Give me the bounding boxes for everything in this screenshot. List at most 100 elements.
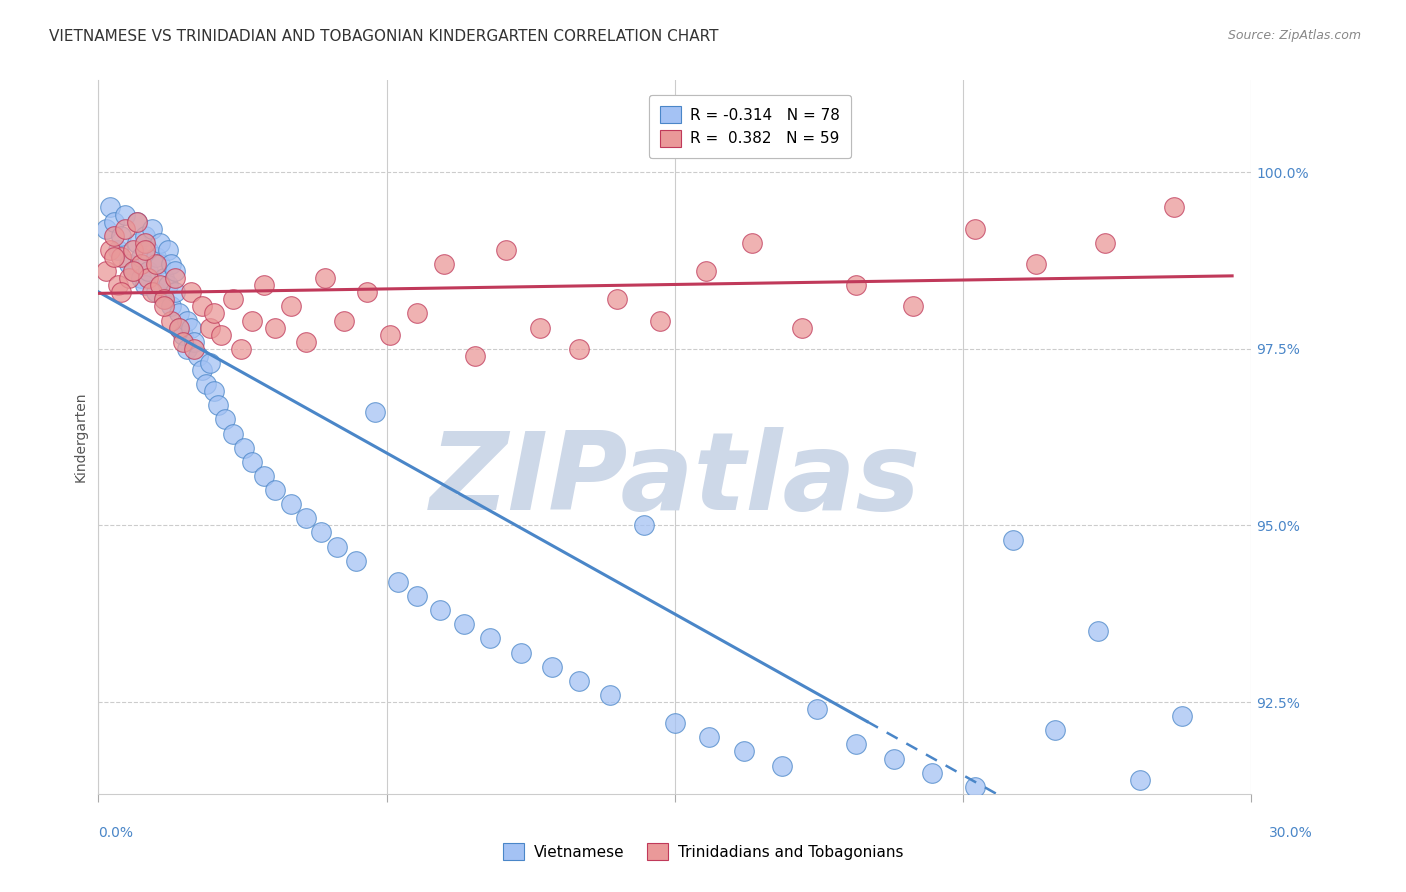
Point <box>253 278 276 293</box>
Legend: Vietnamese, Trinidadians and Tobagonians: Vietnamese, Trinidadians and Tobagonians <box>492 832 914 871</box>
Point <box>180 320 202 334</box>
Point <box>195 377 218 392</box>
Point <box>138 243 160 257</box>
Point <box>202 384 225 399</box>
Point <box>145 285 167 300</box>
Point <box>633 518 655 533</box>
Point <box>844 738 866 752</box>
Point <box>433 257 456 271</box>
Point <box>1045 723 1067 738</box>
Point <box>325 540 347 554</box>
Point <box>387 574 409 589</box>
Point <box>172 327 194 342</box>
Point <box>314 271 336 285</box>
Point <box>165 271 187 285</box>
Point <box>364 405 387 419</box>
Point <box>222 293 245 307</box>
Point <box>122 243 145 257</box>
Point <box>183 342 205 356</box>
Point <box>429 603 451 617</box>
Point <box>110 285 132 300</box>
Point <box>160 299 183 313</box>
Point <box>664 716 686 731</box>
Point <box>167 306 190 320</box>
Point <box>165 285 187 300</box>
Point <box>94 221 117 235</box>
Point <box>733 744 755 758</box>
Point <box>510 646 533 660</box>
Point <box>114 207 136 221</box>
Y-axis label: Kindergarten: Kindergarten <box>73 392 87 483</box>
Point <box>125 214 148 228</box>
Point <box>202 306 225 320</box>
Text: 0.0%: 0.0% <box>98 826 132 839</box>
Point <box>233 441 256 455</box>
Point <box>103 250 125 264</box>
Point <box>311 525 333 540</box>
Point <box>695 264 717 278</box>
Text: ZIPatlas: ZIPatlas <box>429 427 921 533</box>
Point <box>1002 533 1025 547</box>
Point <box>152 299 174 313</box>
Point <box>790 320 813 334</box>
Point <box>568 673 591 688</box>
Point <box>356 285 378 300</box>
Text: 30.0%: 30.0% <box>1268 826 1313 839</box>
Point <box>145 250 167 264</box>
Point <box>118 257 141 271</box>
Point <box>110 250 132 264</box>
Point <box>207 398 229 412</box>
Point <box>222 426 245 441</box>
Point <box>191 363 214 377</box>
Point <box>599 688 621 702</box>
Point <box>253 469 276 483</box>
Point <box>149 235 172 250</box>
Point <box>122 264 145 278</box>
Point <box>103 228 125 243</box>
Point <box>648 313 671 327</box>
Point <box>176 313 198 327</box>
Point <box>156 243 179 257</box>
Point <box>114 221 136 235</box>
Point <box>134 228 156 243</box>
Point <box>344 554 367 568</box>
Text: VIETNAMESE VS TRINIDADIAN AND TOBAGONIAN KINDERGARTEN CORRELATION CHART: VIETNAMESE VS TRINIDADIAN AND TOBAGONIAN… <box>49 29 718 44</box>
Point <box>406 589 429 603</box>
Point <box>1094 235 1116 250</box>
Point <box>264 483 287 497</box>
Point <box>122 264 145 278</box>
Point <box>264 320 287 334</box>
Point <box>1129 772 1152 787</box>
Point <box>94 264 117 278</box>
Point <box>138 264 160 278</box>
Point <box>138 271 160 285</box>
Point <box>134 235 156 250</box>
Point <box>453 617 475 632</box>
Point <box>406 306 429 320</box>
Point <box>141 221 163 235</box>
Point <box>160 313 183 327</box>
Point <box>1163 201 1185 215</box>
Point <box>741 235 763 250</box>
Point <box>1171 709 1194 723</box>
Point <box>606 293 628 307</box>
Point <box>479 632 502 646</box>
Point <box>568 342 591 356</box>
Text: Source: ZipAtlas.com: Source: ZipAtlas.com <box>1227 29 1361 42</box>
Point <box>1025 257 1047 271</box>
Point <box>963 780 986 794</box>
Point <box>103 214 125 228</box>
Point <box>156 278 179 293</box>
Point <box>541 659 564 673</box>
Point <box>125 235 148 250</box>
Point <box>901 299 924 313</box>
Point <box>1087 624 1109 639</box>
Point <box>295 511 318 525</box>
Point <box>165 264 187 278</box>
Point <box>191 299 214 313</box>
Point <box>134 278 156 293</box>
Point <box>167 320 190 334</box>
Point <box>198 356 221 370</box>
Point <box>963 221 986 235</box>
Point <box>172 334 194 349</box>
